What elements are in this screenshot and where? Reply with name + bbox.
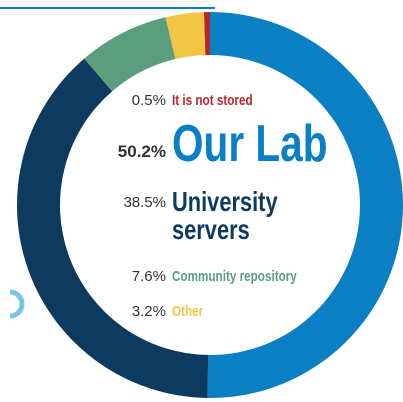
legend-entry: 3.2% Other (0, 303, 372, 320)
legend-entry: 38.5% University servers (0, 188, 322, 244)
donut-slice (84, 17, 176, 92)
donut-slice (207, 12, 403, 398)
value-label: 50.2% (117, 142, 166, 161)
legend-label: Other (172, 303, 204, 320)
value-label: 3.2% (131, 303, 166, 320)
decoration-arc (9, 289, 25, 319)
donut-slice (16, 58, 209, 398)
value-label: 0.5% (131, 92, 166, 109)
legend-entry: 0.5% It is not stored (0, 92, 372, 109)
legend-entry: 7.6% Community repository (0, 268, 403, 285)
donut-slice (165, 12, 206, 60)
value-label: 7.6% (131, 268, 166, 285)
legend-label: It is not stored (172, 92, 253, 109)
donut (16, 12, 403, 398)
legend-entry: 50.2% Our Lab (0, 118, 403, 170)
value-label: 38.5% (123, 194, 166, 211)
legend-label: Our Lab (172, 115, 328, 173)
legend-label: University servers (172, 186, 278, 245)
donut-slice (203, 12, 210, 56)
legend-label: Community repository (172, 268, 297, 285)
